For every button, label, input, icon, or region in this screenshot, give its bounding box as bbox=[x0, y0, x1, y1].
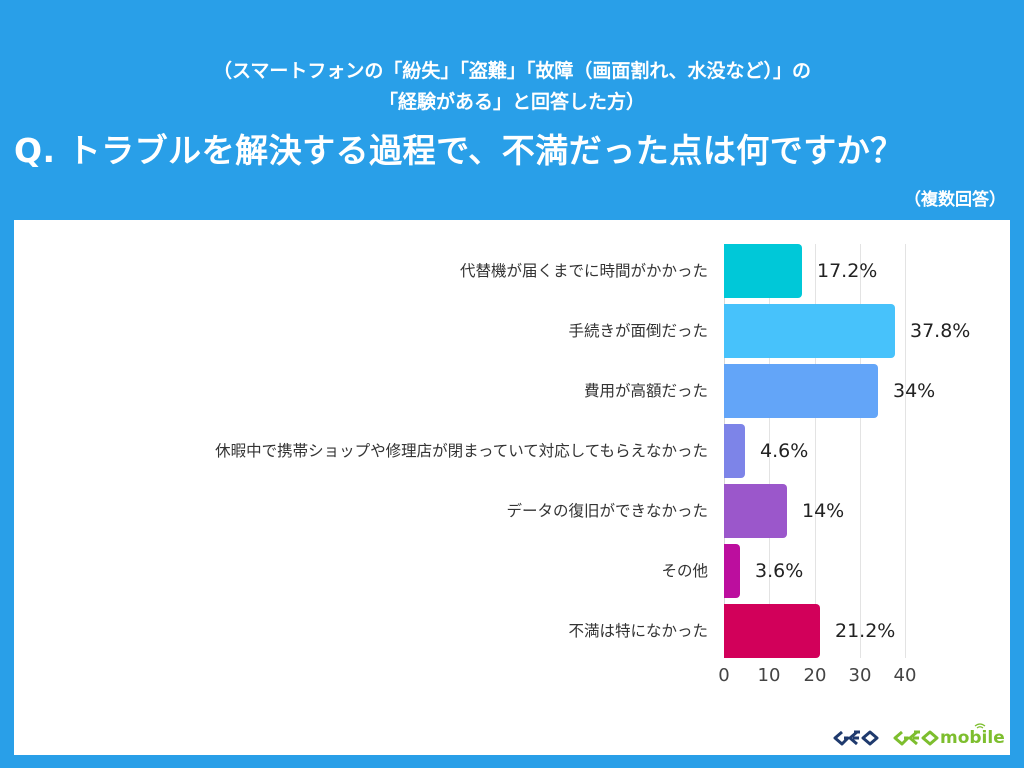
category-label: 不満は特になかった bbox=[568, 622, 708, 640]
value-label: 37.8% bbox=[910, 320, 971, 342]
bar-row: 手続きが面倒だった 37.8% bbox=[0, 304, 1024, 358]
gridline bbox=[815, 244, 816, 658]
geo-logo bbox=[833, 730, 879, 746]
bar bbox=[724, 604, 820, 658]
bar-row: 代替機が届くまでに時間がかかった 17.2% bbox=[0, 244, 1024, 298]
bar-row: 不満は特になかった 21.2% bbox=[0, 604, 1024, 658]
bar bbox=[724, 424, 745, 478]
category-label: データの復旧ができなかった bbox=[506, 502, 708, 520]
category-label: 休暇中で携帯ショップや修理店が閉まっていて対応してもらえなかった bbox=[215, 442, 708, 460]
value-label: 3.6% bbox=[755, 560, 804, 582]
gridline bbox=[905, 244, 906, 658]
multiple-answer-note: （複数回答） bbox=[904, 190, 1006, 210]
x-tick-label: 30 bbox=[848, 665, 872, 686]
bar bbox=[724, 544, 740, 598]
gridline bbox=[860, 244, 861, 658]
x-tick-label: 10 bbox=[757, 665, 781, 686]
bar bbox=[724, 244, 802, 298]
bar-row: データの復旧ができなかった 14% bbox=[0, 484, 1024, 538]
question-title: Q. トラブルを解決する過程で、不満だった点は何ですか？ bbox=[14, 131, 904, 170]
geo-mobile-logo bbox=[893, 730, 939, 746]
x-tick-label: 20 bbox=[803, 665, 827, 686]
subtitle-line-2: 「経験がある」と回答した方） bbox=[378, 91, 645, 113]
bar-row: 休暇中で携帯ショップや修理店が閉まっていて対応してもらえなかった 4.6% bbox=[0, 424, 1024, 478]
value-label: 4.6% bbox=[760, 440, 809, 462]
gridline bbox=[769, 244, 770, 658]
subtitle-line-1: （スマートフォンの「紛失」「盗難」「故障（画面割れ、水没など）」の bbox=[212, 60, 812, 82]
wifi-signal-icon bbox=[974, 723, 986, 729]
bar-row: 費用が高額だった 34% bbox=[0, 364, 1024, 418]
x-tick-label: 40 bbox=[893, 665, 917, 686]
bar bbox=[724, 304, 895, 358]
geo-mobile-text: mobile bbox=[940, 728, 1005, 748]
bar bbox=[724, 484, 787, 538]
category-label: その他 bbox=[661, 562, 708, 580]
category-label: 費用が高額だった bbox=[583, 382, 708, 400]
x-tick-label: 0 bbox=[718, 665, 730, 686]
category-label: 手続きが面倒だった bbox=[568, 322, 708, 340]
value-label: 14% bbox=[802, 500, 845, 522]
bar bbox=[724, 364, 878, 418]
value-label: 21.2% bbox=[835, 620, 896, 642]
bar-row: その他 3.6% bbox=[0, 544, 1024, 598]
value-label: 17.2% bbox=[817, 260, 878, 282]
category-label: 代替機が届くまでに時間がかかった bbox=[459, 262, 708, 280]
value-label: 34% bbox=[893, 380, 936, 402]
